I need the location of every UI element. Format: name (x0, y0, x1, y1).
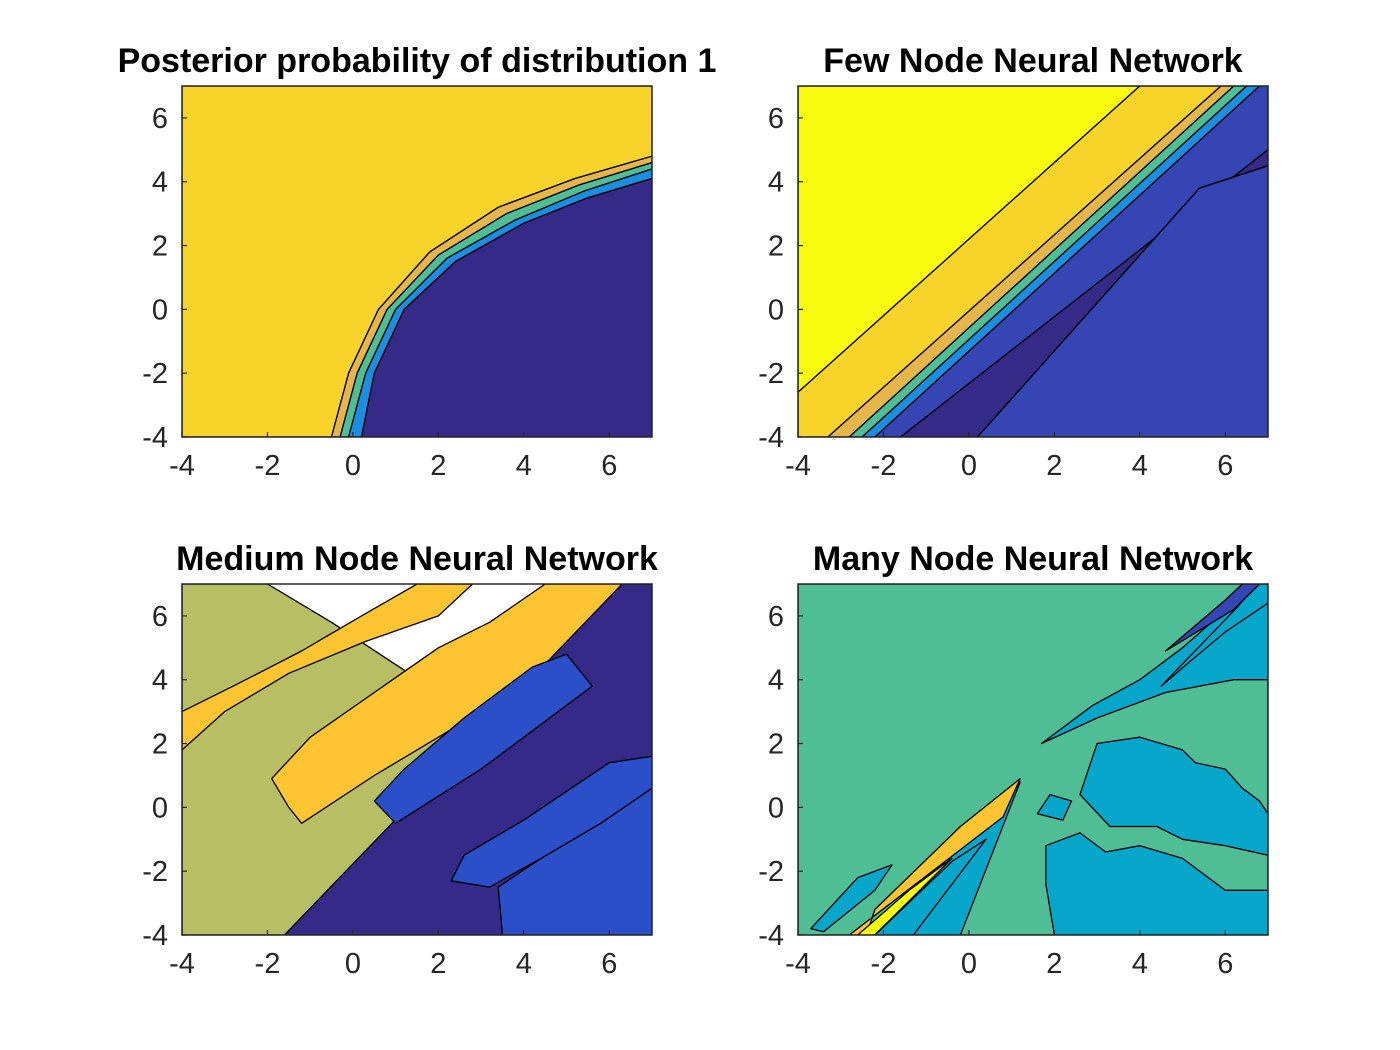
contour-region-mid (861, 86, 1261, 437)
x-tick-label: 0 (961, 450, 977, 482)
contour-regions (798, 584, 1268, 935)
contour-region-low (360, 177, 652, 437)
axis-ticks: -4 -2 0 2 4 6 -4 -2 0 2 4 6 (758, 601, 1233, 980)
x-tick-label: -4 (169, 948, 195, 980)
x-tick-label: 0 (345, 948, 361, 980)
contour-region-mid (848, 86, 1248, 437)
y-tick-label: 0 (152, 294, 168, 326)
contour-regions (182, 584, 652, 935)
x-tick-label: 6 (601, 948, 617, 980)
axis-ticks: -4 -2 0 2 4 6 -4 -2 0 2 4 6 (142, 103, 617, 482)
x-tick-label: 6 (1217, 450, 1233, 482)
subplot-title: Many Node Neural Network (813, 540, 1253, 578)
x-tick-label: 4 (516, 450, 532, 482)
contour-region-highest (857, 857, 953, 935)
contour-region-low (810, 864, 893, 933)
contour-region-high (271, 584, 623, 824)
subplot-many-node-network: Many Node Neural Network -4 -2 0 2 4 6 -4 -2 0 2 4… (758, 540, 1269, 980)
y-tick-label: -4 (758, 920, 784, 952)
y-tick-label: -4 (758, 422, 784, 454)
axis-ticks: -4 -2 0 2 4 6 -4 -2 0 2 4 6 (142, 601, 617, 980)
subplot-title: Medium Node Neural Network (176, 540, 658, 578)
x-tick-label: -4 (785, 450, 811, 482)
contour-regions (798, 86, 1268, 437)
x-tick-label: -2 (871, 948, 897, 980)
contour-region-high (182, 584, 474, 847)
axes-box (181, 583, 653, 936)
y-tick-label: 0 (768, 294, 784, 326)
y-tick-label: -2 (758, 358, 784, 390)
subplot-posterior-probability: Posterior probability of distribution 1 … (118, 42, 717, 482)
y-tick-label: -2 (142, 358, 168, 390)
contour-region-low (1045, 832, 1268, 935)
contour-region-high (848, 777, 1021, 935)
y-tick-label: 4 (152, 167, 168, 199)
x-tick-label: 6 (601, 450, 617, 482)
y-tick-label: -4 (142, 920, 168, 952)
x-tick-label: 2 (430, 450, 446, 482)
x-tick-label: 0 (961, 948, 977, 980)
y-tick-label: -2 (142, 856, 168, 888)
axes-box (797, 85, 1269, 438)
x-tick-label: -2 (255, 948, 281, 980)
x-tick-label: 0 (345, 450, 361, 482)
contour-region-low (373, 653, 593, 824)
y-tick-label: 6 (768, 601, 784, 633)
x-tick-label: 6 (1217, 948, 1233, 980)
subplot-medium-node-network: Medium Node Neural Network -4 -2 0 2 4 6 -4 -2 0… (142, 540, 658, 980)
y-tick-label: 4 (152, 665, 168, 697)
x-tick-label: 2 (1046, 450, 1062, 482)
y-tick-label: 2 (768, 729, 784, 761)
y-tick-label: 2 (152, 231, 168, 263)
y-tick-label: 6 (768, 103, 784, 135)
x-tick-label: 4 (1132, 450, 1148, 482)
subplot-title: Few Node Neural Network (823, 42, 1243, 80)
contour-region-low (1036, 793, 1073, 821)
y-tick-label: 0 (768, 792, 784, 824)
y-tick-label: 2 (152, 729, 168, 761)
x-tick-label: 2 (1046, 948, 1062, 980)
x-tick-label: -4 (169, 450, 195, 482)
contour-region-low (874, 86, 1268, 437)
contour-region-low (1079, 736, 1268, 856)
subplot-title: Posterior probability of distribution 1 (118, 42, 717, 80)
axis-ticks: -4 -2 0 2 4 6 -4 -2 0 2 4 6 (758, 103, 1233, 482)
subplot-few-node-network: Few Node Neural Network -4 -2 0 2 4 6 -4 -2 0 2 4 6 (758, 42, 1269, 482)
x-tick-label: -2 (255, 450, 281, 482)
y-tick-label: 4 (768, 167, 784, 199)
contour-region-low (976, 165, 1268, 437)
axes-box (797, 583, 1269, 936)
x-tick-label: 4 (516, 948, 532, 980)
contour-region-low (874, 838, 987, 935)
x-tick-label: 2 (430, 948, 446, 980)
contour-region-low (450, 755, 652, 888)
y-tick-label: 6 (152, 601, 168, 633)
x-tick-label: -2 (871, 450, 897, 482)
y-tick-label: -4 (142, 422, 168, 454)
x-tick-label: -4 (785, 948, 811, 980)
y-tick-label: 4 (768, 665, 784, 697)
y-tick-label: 2 (768, 231, 784, 263)
contour-region-mid (827, 86, 1235, 437)
y-tick-label: -2 (758, 856, 784, 888)
y-tick-label: 0 (152, 792, 168, 824)
axes-box (181, 85, 653, 438)
contour-regions (182, 86, 652, 437)
contour-region-lower (1164, 584, 1261, 652)
contour-region-low (497, 584, 652, 935)
x-tick-label: 4 (1132, 948, 1148, 980)
y-tick-label: 6 (152, 103, 168, 135)
